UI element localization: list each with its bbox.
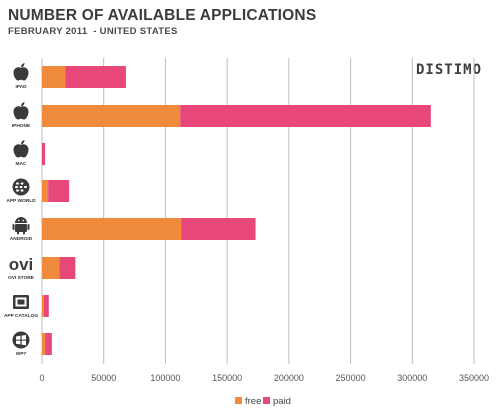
x-tick-label: 250000	[336, 373, 366, 383]
x-tick-label: 300000	[397, 373, 427, 383]
bar-free	[42, 66, 66, 88]
chart-title: NUMBER OF AVAILABLE APPLICATIONS	[8, 7, 317, 24]
svg-text:ovi: ovi	[9, 255, 34, 274]
platform-label: IPHONE	[12, 123, 31, 129]
x-tick-label: 100000	[150, 373, 180, 383]
platform-label: WP7	[16, 351, 27, 357]
platform-label: IPAD	[15, 84, 27, 90]
bar-free	[42, 295, 44, 317]
bar-free	[42, 180, 49, 202]
x-axis-ticks: 0 50000 100000 150000 200000 250000 300000 3500…	[39, 373, 489, 383]
x-tick-label: 0	[39, 373, 44, 383]
x-tick-label: 150000	[212, 373, 242, 383]
platform-label: APP WORLD	[6, 198, 36, 204]
platform-label: APP CATALOG	[4, 313, 38, 319]
legend: free paid	[235, 396, 291, 407]
android-logo-icon	[12, 217, 30, 235]
bars	[42, 66, 431, 355]
grid-lines	[41, 58, 475, 364]
legend-label: free	[245, 396, 261, 407]
x-tick-label: 200000	[274, 373, 304, 383]
bar-paid	[43, 295, 49, 317]
bar-paid	[65, 66, 126, 88]
palm-logo-icon	[13, 295, 29, 309]
bar-free	[42, 333, 46, 355]
bar-free	[42, 257, 60, 279]
ovi-logo-icon: ovi	[9, 255, 34, 274]
bar-paid	[181, 218, 256, 240]
bar-paid	[180, 105, 431, 127]
legend-swatch	[263, 397, 270, 404]
apple-logo-icon	[13, 102, 29, 120]
bar-free	[42, 105, 181, 127]
bar-paid	[59, 257, 76, 279]
apple-logo-icon	[13, 140, 29, 158]
platform-label: ANDROID	[10, 236, 33, 242]
apple-logo-icon	[13, 63, 29, 81]
x-tick-label: 50000	[91, 373, 116, 383]
bar-paid	[42, 143, 46, 165]
bar-paid	[48, 180, 70, 202]
chart-subtitle: FEBRUARY 2011 - UNITED STATES	[8, 26, 178, 37]
legend-swatch	[235, 397, 242, 404]
blackberry-logo-icon	[12, 178, 30, 196]
platform-label: OVI STORE	[8, 275, 35, 281]
bar-free	[42, 218, 182, 240]
legend-label: paid	[273, 396, 291, 407]
bar-paid	[45, 333, 52, 355]
platform-label: MAC	[16, 161, 27, 167]
x-tick-label: 350000	[459, 373, 489, 383]
brand-logo: DISTIMO	[416, 62, 483, 78]
windows-logo-icon	[12, 331, 30, 349]
